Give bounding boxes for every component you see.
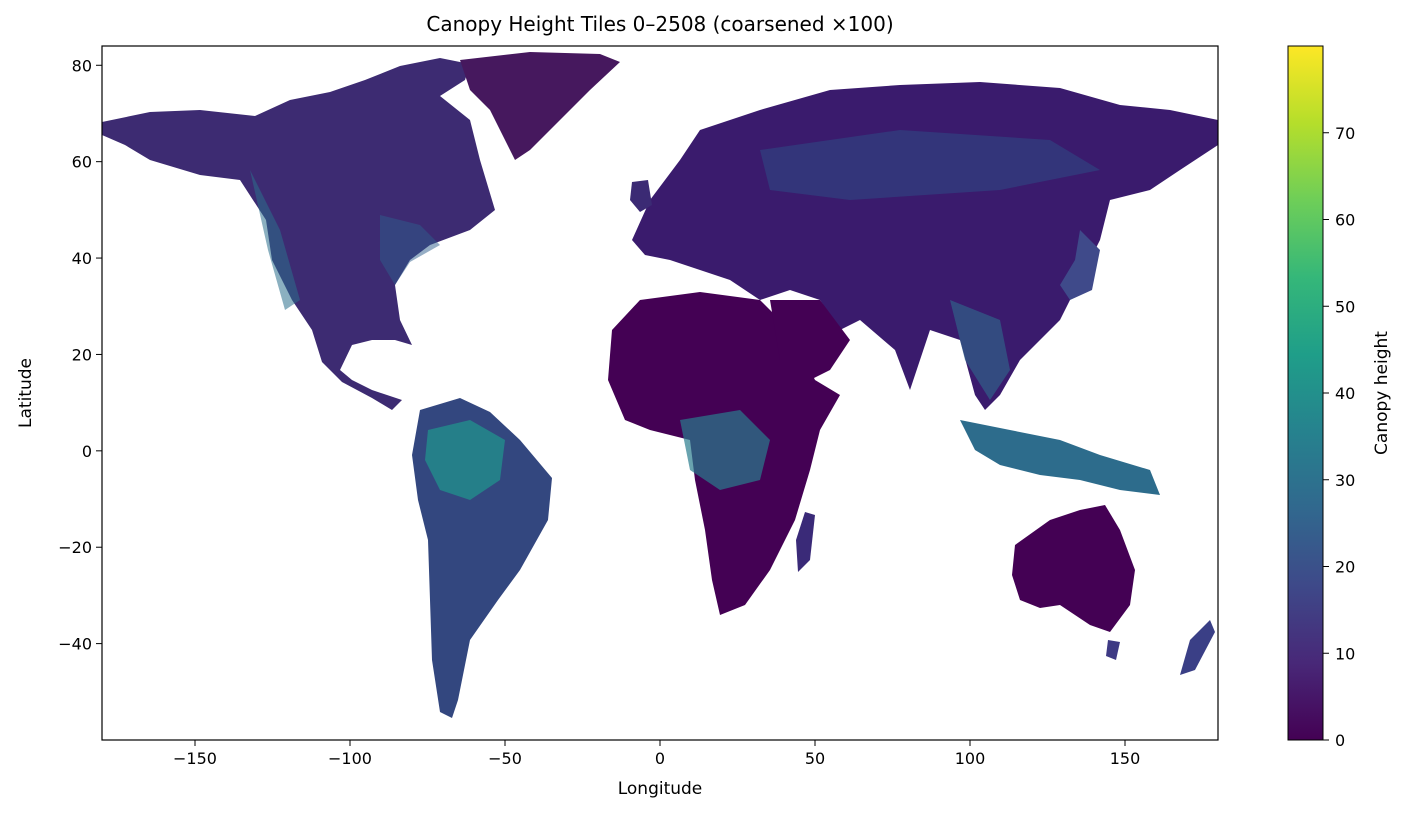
colorbar-tick-label: 70 [1335, 124, 1355, 143]
landmass-north-america-east [380, 215, 440, 285]
landmass-amazon-forest [425, 420, 505, 500]
y-tick-label: 80 [72, 56, 92, 75]
x-tick-label: −150 [173, 749, 217, 768]
x-axis-ticks: −150 −100 −50 0 50 100 150 [173, 740, 1140, 768]
colorbar-tick-label: 30 [1335, 471, 1355, 490]
x-axis-label: Longitude [617, 779, 703, 799]
colorbar-tick-label: 50 [1335, 297, 1355, 316]
colorbar-tick-label: 20 [1335, 558, 1355, 577]
colorbar-tick-label: 10 [1335, 644, 1355, 663]
y-tick-label: 0 [82, 442, 92, 461]
chart-title: Canopy Height Tiles 0–2508 (coarsened ×1… [426, 12, 894, 36]
landmass-arabia [770, 300, 850, 385]
landmass-indonesia [960, 420, 1160, 495]
y-tick-label: −20 [58, 538, 92, 557]
colorbar-tick-label: 60 [1335, 211, 1355, 230]
landmass-new-zealand [1180, 620, 1215, 675]
land-canopy-raster [102, 52, 1218, 718]
x-tick-label: 50 [805, 749, 825, 768]
x-tick-label: 150 [1110, 749, 1141, 768]
y-tick-label: −40 [58, 635, 92, 654]
landmass-siberia-forest [760, 130, 1100, 200]
x-tick-label: 100 [955, 749, 986, 768]
x-tick-label: −50 [488, 749, 522, 768]
x-tick-label: 0 [655, 749, 665, 768]
landmass-southeast-asia-forest [950, 300, 1010, 400]
colorbar-ticks: 0 10 20 30 40 50 60 70 [1323, 124, 1355, 750]
y-axis-ticks: −40 −20 0 20 40 60 80 [58, 56, 102, 654]
colorbar [1287, 45, 1324, 741]
x-tick-label: −100 [328, 749, 372, 768]
landmass-north-america [102, 58, 495, 410]
y-tick-label: 40 [72, 249, 92, 268]
landmass-japan [1060, 230, 1100, 300]
y-tick-label: 60 [72, 153, 92, 172]
colorbar-tick-label: 40 [1335, 384, 1355, 403]
colorbar-tick-label: 0 [1335, 731, 1345, 750]
landmass-tasmania [1106, 640, 1120, 660]
landmass-greenland [460, 52, 620, 160]
landmass-madagascar [796, 512, 815, 572]
landmass-north-america-forest [250, 170, 300, 310]
landmass-congo-forest [680, 410, 770, 490]
landmass-australia [1012, 505, 1135, 632]
y-tick-label: 20 [72, 345, 92, 364]
landmass-british-isles [630, 180, 652, 212]
